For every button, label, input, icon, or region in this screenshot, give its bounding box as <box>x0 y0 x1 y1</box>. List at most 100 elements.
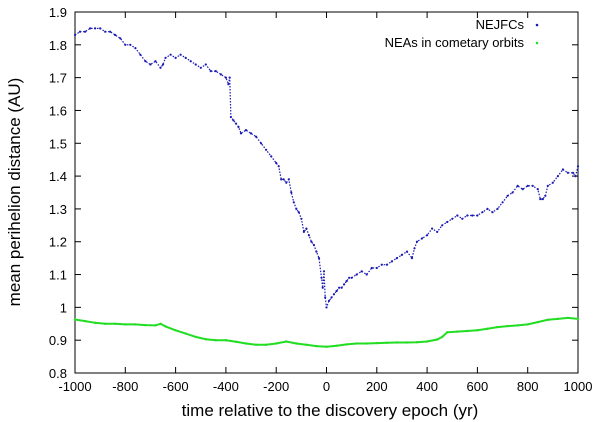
data-point <box>501 201 504 204</box>
data-point <box>405 250 409 253</box>
data-point <box>436 230 439 233</box>
data-point <box>375 341 378 345</box>
data-point <box>360 270 363 273</box>
data-point <box>365 273 368 276</box>
data-point <box>481 211 484 214</box>
data-point <box>348 276 351 279</box>
data-point <box>93 321 97 324</box>
data-point <box>496 325 499 329</box>
x-tick-label: -800 <box>112 379 138 394</box>
data-point <box>385 341 389 344</box>
y-axis-label: mean perihelion distance (AU) <box>5 78 24 307</box>
data-point <box>446 220 449 224</box>
x-tick-label: 1000 <box>564 379 593 394</box>
data-point <box>287 178 290 181</box>
data-point <box>297 211 300 214</box>
data-point <box>544 194 547 197</box>
data-point <box>237 125 240 128</box>
data-point <box>305 343 308 346</box>
data-point <box>134 47 137 50</box>
x-tick-label: 600 <box>467 379 489 394</box>
data-point <box>571 171 575 174</box>
data-point <box>340 286 343 289</box>
data-point <box>486 327 489 330</box>
data-point <box>516 324 519 327</box>
data-point <box>327 299 331 302</box>
data-point <box>426 234 429 237</box>
data-point <box>415 240 419 243</box>
data-point <box>355 342 358 345</box>
data-point <box>516 184 519 187</box>
data-point <box>264 343 268 346</box>
data-point <box>184 332 187 335</box>
data-point <box>84 30 87 33</box>
data-point <box>576 317 580 321</box>
data-point <box>199 66 202 69</box>
data-point <box>556 317 560 321</box>
data-point <box>219 73 222 76</box>
data-point <box>395 257 398 260</box>
data-point <box>234 122 238 125</box>
data-point <box>83 319 87 323</box>
data-point <box>551 181 554 184</box>
data-point <box>134 323 137 326</box>
data-point <box>395 341 399 344</box>
data-point <box>227 83 230 86</box>
y-tick-label: 1.4 <box>49 169 67 184</box>
data-point <box>400 253 403 256</box>
data-point <box>232 119 235 122</box>
data-point <box>436 338 439 341</box>
data-point <box>307 234 310 237</box>
data-point <box>320 276 323 279</box>
data-point <box>496 207 499 210</box>
data-point <box>546 318 549 321</box>
data-point <box>385 263 388 266</box>
data-point <box>73 33 77 37</box>
x-tick-label: 200 <box>366 379 388 394</box>
x-tick-label: -400 <box>213 379 239 394</box>
data-point <box>539 198 542 201</box>
data-point <box>561 168 565 171</box>
x-axis-label: time relative to the discovery epoch (yr… <box>182 401 479 420</box>
legend-swatch <box>535 23 539 27</box>
data-point <box>260 142 263 145</box>
data-point <box>194 335 197 339</box>
data-point <box>189 60 192 63</box>
y-tick-label: 1 <box>60 300 67 315</box>
data-point <box>228 76 231 79</box>
data-point <box>526 323 529 326</box>
legend: NEJFCs NEAs in cometary orbits <box>385 17 539 50</box>
data-point <box>315 250 318 253</box>
plot-frame <box>74 11 579 374</box>
data-point <box>204 338 207 341</box>
data-point <box>224 76 227 79</box>
y-tick-label: 0.8 <box>49 366 67 381</box>
data-point <box>370 266 373 270</box>
x-tick-label: -200 <box>263 379 289 394</box>
data-point <box>390 260 393 263</box>
data-point <box>169 53 172 56</box>
data-point <box>239 132 243 135</box>
data-point <box>295 342 298 345</box>
data-point <box>315 344 318 348</box>
y-tick-label: 1.3 <box>49 202 67 217</box>
data-point <box>282 178 285 181</box>
data-point <box>73 318 77 321</box>
series-nejfcs <box>73 27 580 309</box>
data-point <box>521 188 524 191</box>
series-trace <box>74 27 579 308</box>
data-point <box>277 165 280 168</box>
data-point <box>89 27 92 30</box>
data-point <box>576 165 580 168</box>
data-point <box>109 30 112 33</box>
data-point <box>144 60 147 63</box>
data-point <box>114 33 117 37</box>
data-point <box>355 273 358 276</box>
data-point <box>179 53 182 56</box>
data-point <box>184 56 187 60</box>
data-point <box>541 198 544 201</box>
data-point <box>244 342 248 345</box>
data-point <box>506 194 509 197</box>
legend-label-neas: NEAs in cometary orbits <box>385 35 525 50</box>
data-point <box>335 289 338 293</box>
